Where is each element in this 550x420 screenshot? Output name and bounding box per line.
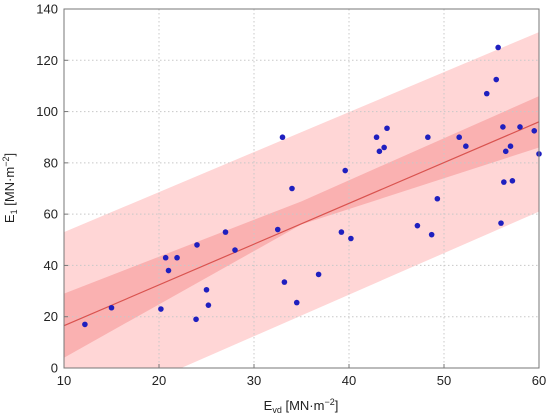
data-point — [315, 271, 322, 278]
data-point — [205, 302, 212, 308]
data-point — [165, 267, 172, 274]
data-point — [222, 229, 229, 235]
y-tick-label: 120 — [36, 53, 58, 68]
data-point — [456, 134, 463, 141]
fit-line — [63, 121, 540, 327]
data-point — [274, 226, 281, 233]
data-point — [281, 279, 288, 285]
y-tick-labels: 0 20 40 60 80 100 120 140 — [36, 2, 68, 376]
data-point — [493, 76, 500, 83]
data-point — [463, 143, 469, 149]
confidence-band — [64, 96, 539, 358]
data-point — [162, 254, 169, 261]
prediction-band — [64, 32, 539, 368]
grid-lines — [64, 9, 539, 368]
data-point — [194, 242, 200, 248]
fit-line-group — [63, 121, 540, 327]
data-point — [376, 148, 383, 155]
y-tick-label: 100 — [36, 104, 58, 119]
data-point — [373, 134, 380, 141]
data-point — [174, 254, 180, 261]
y-axis-label: E1 [MN·m−2] — [1, 153, 19, 223]
data-point — [507, 143, 514, 149]
y-tick-label: 80 — [44, 155, 58, 170]
data-point — [531, 128, 538, 134]
data-point — [279, 134, 286, 141]
data-point — [498, 220, 504, 226]
y-tick-label: 20 — [44, 309, 58, 324]
data-point — [381, 144, 387, 151]
data-point — [428, 231, 435, 238]
data-point — [193, 316, 199, 323]
x-tick-label: 60 — [532, 373, 546, 388]
data-point — [342, 167, 349, 174]
regression-bands — [64, 32, 539, 368]
data-point — [425, 134, 431, 141]
data-point — [434, 195, 441, 202]
data-point — [495, 44, 501, 51]
y-tick-label: 60 — [44, 207, 58, 222]
data-point — [502, 148, 509, 155]
data-point — [500, 124, 506, 130]
data-points — [82, 44, 542, 328]
data-point — [384, 125, 390, 132]
x-tick-label: 50 — [437, 373, 451, 388]
data-point — [293, 299, 300, 306]
y-tick-label: 0 — [51, 361, 58, 376]
data-point — [289, 185, 295, 192]
data-point — [232, 247, 238, 253]
x-tick-label: 20 — [152, 373, 166, 388]
data-point — [414, 222, 421, 229]
data-point — [501, 179, 507, 185]
data-point — [483, 90, 490, 97]
plot-frame — [63, 8, 540, 369]
data-point — [158, 306, 164, 312]
data-point — [517, 124, 523, 130]
data-point — [82, 321, 88, 328]
x-tick-label: 10 — [57, 373, 71, 388]
x-tick-label: 30 — [247, 373, 261, 388]
data-point — [348, 235, 354, 242]
data-point — [509, 178, 516, 184]
x-axis-label: Evd [MN·m−2] — [264, 397, 339, 415]
data-point — [203, 286, 210, 293]
x-tick-labels: 10 20 30 40 50 60 — [57, 364, 546, 388]
x-tick-label: 40 — [342, 373, 356, 388]
y-tick-label: 40 — [44, 258, 58, 273]
y-tick-label: 140 — [36, 2, 58, 17]
data-point — [108, 304, 115, 311]
data-point — [338, 229, 345, 235]
